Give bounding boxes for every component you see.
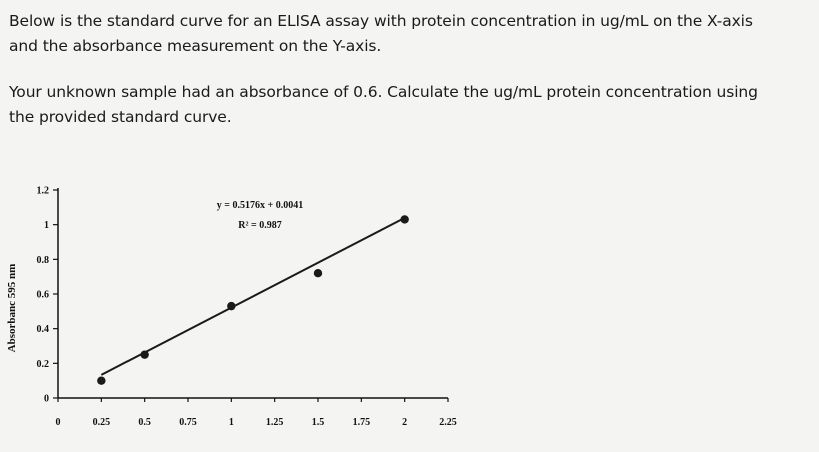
data-point	[140, 350, 149, 359]
x-tick-label: 0	[56, 417, 61, 428]
y-tick-label: 0.6	[37, 290, 50, 301]
chart-ticks: 0 0.2 0.4 0.6 0.8 1 1.2 0 0.25 0.5 0.75 1 1.25 1.5 1.7…	[37, 186, 457, 429]
x-tick-label: 2.25	[439, 417, 457, 428]
r-squared-label: R² = 0.987	[238, 220, 281, 231]
y-tick-label: 0.8	[37, 255, 50, 266]
question-paragraph-1: Below is the standard curve for an ELISA…	[9, 9, 809, 59]
question-line-1: Below is the standard curve for an ELISA…	[9, 12, 753, 30]
question-line-3: Your unknown sample had an absorbance of…	[9, 83, 758, 101]
question-line-4: the provided standard curve.	[9, 108, 232, 126]
y-tick-label: 1	[44, 220, 49, 231]
y-tick-label: 0.2	[37, 359, 50, 370]
y-axis-title: Absorbanc 595 nm	[6, 264, 18, 353]
y-tick-label: 0.4	[37, 324, 50, 335]
data-point	[97, 376, 106, 385]
question-paragraph-2: Your unknown sample had an absorbance of…	[9, 80, 809, 130]
y-tick-label: 0	[44, 394, 49, 405]
x-tick-label: 1.25	[266, 417, 284, 428]
x-tick-label: 1.5	[312, 417, 325, 428]
y-tick-label: 1.2	[37, 186, 50, 197]
data-point	[400, 215, 409, 224]
trendline-group	[100, 216, 406, 376]
x-tick-label: 0.75	[179, 417, 197, 428]
data-point	[313, 269, 323, 278]
x-tick-label: 0.5	[138, 417, 151, 428]
x-tick-label: 1	[229, 417, 234, 428]
data-point	[227, 301, 236, 311]
data-points-group	[97, 215, 409, 385]
x-tick-label: 0.25	[93, 417, 111, 428]
x-tick-label: 2	[402, 417, 407, 428]
trendline	[100, 216, 406, 376]
trendline-equation: y = 0.5176x + 0.0041	[217, 200, 303, 211]
x-tick-label: 1.75	[353, 417, 371, 428]
question-line-2: and the absorbance measurement on the Y-…	[9, 37, 382, 55]
